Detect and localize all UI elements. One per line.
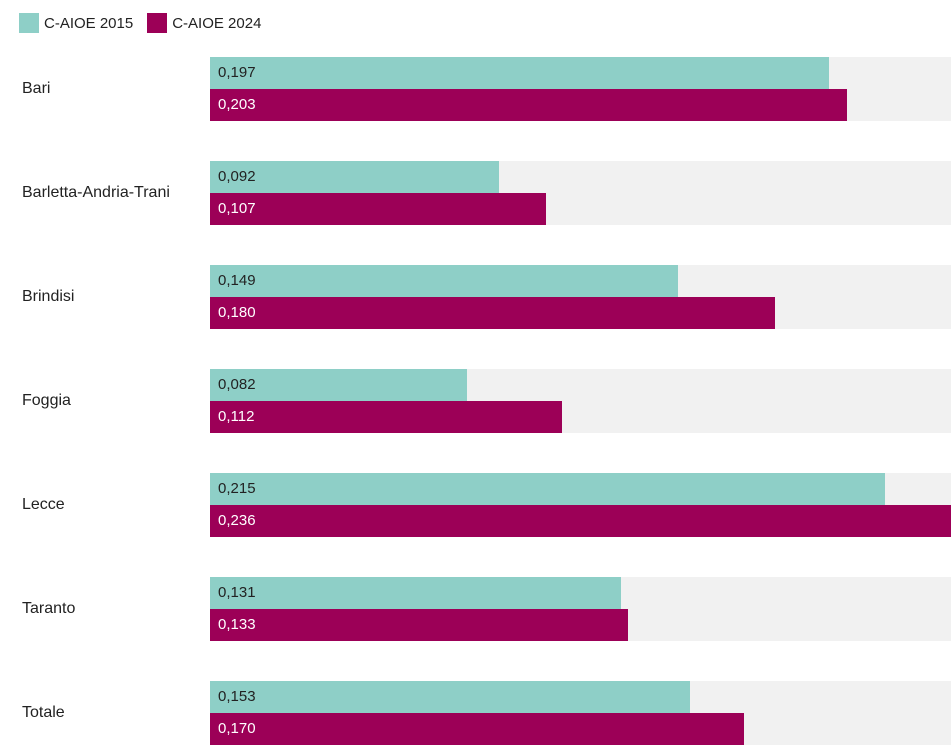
category-label: Foggia — [22, 392, 71, 409]
bar-2024 — [210, 193, 546, 225]
bar-value-label: 0,149 — [218, 272, 256, 289]
bar-2015 — [210, 265, 678, 297]
bar-value-label: 0,203 — [218, 96, 256, 113]
bar-value-label: 0,112 — [218, 408, 255, 425]
bar-2015 — [210, 369, 467, 401]
category-label: Taranto — [22, 600, 76, 617]
category-label: Brindisi — [22, 288, 75, 305]
bar-value-label: 0,133 — [218, 616, 256, 633]
bar-value-label: 0,215 — [218, 480, 256, 497]
bar-2015 — [210, 577, 621, 609]
bar-value-label: 0,082 — [218, 376, 256, 393]
category-label: Totale — [22, 704, 65, 721]
bar-value-label: 0,170 — [218, 720, 256, 737]
legend-item-2024: C-AIOE 2024 — [147, 13, 261, 33]
bar-2015 — [210, 473, 885, 505]
bar-2015 — [210, 57, 829, 89]
bar-2024 — [210, 609, 628, 641]
bar-value-label: 0,197 — [218, 64, 256, 81]
bar-2024 — [210, 89, 847, 121]
bar-2015 — [210, 681, 690, 713]
bar-2024 — [210, 297, 775, 329]
bar-value-label: 0,107 — [218, 200, 256, 217]
category-label: Barletta-Andria-Trani — [22, 184, 170, 201]
category-label: Lecce — [22, 496, 65, 513]
category-label: Bari — [22, 80, 51, 97]
legend-swatch-2015 — [19, 13, 39, 33]
bar-2015 — [210, 161, 499, 193]
bar-2024 — [210, 713, 744, 745]
bar-value-label: 0,236 — [218, 512, 256, 529]
bar-2024 — [210, 401, 562, 433]
legend: C-AIOE 2015 C-AIOE 2024 — [19, 12, 275, 34]
legend-swatch-2024 — [147, 13, 168, 33]
bar-2024 — [210, 505, 951, 537]
legend-item-2015: C-AIOE 2015 — [19, 13, 133, 33]
legend-label-2024: C-AIOE 2024 — [172, 14, 262, 32]
legend-label-2015: C-AIOE 2015 — [44, 14, 134, 32]
bar-value-label: 0,153 — [218, 688, 256, 705]
bar-value-label: 0,180 — [218, 304, 256, 321]
bar-value-label: 0,131 — [218, 584, 256, 601]
bar-value-label: 0,092 — [218, 168, 256, 185]
